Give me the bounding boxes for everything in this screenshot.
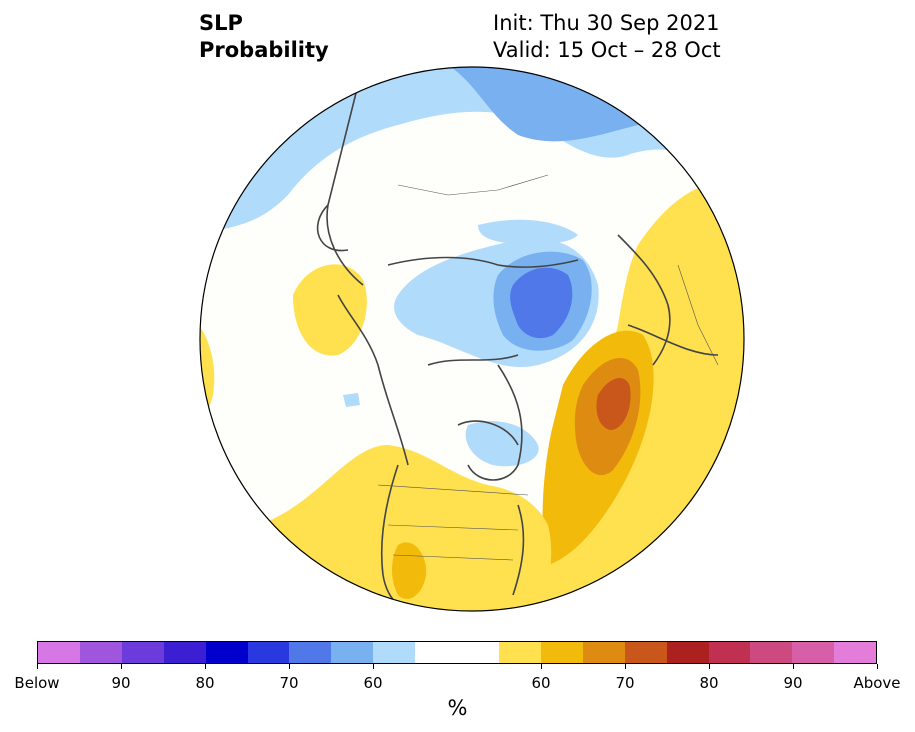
colorbar-tick-label: 60 [363, 674, 383, 692]
colorbar-cell [498, 642, 541, 663]
below-60-strip [478, 219, 578, 245]
coastline-europe [627, 324, 719, 356]
colorbar-tick-label: Below [14, 674, 60, 692]
colorbar-tick-mark [541, 664, 542, 669]
below-70-core [510, 267, 573, 339]
colorbar-tick-label: 90 [111, 674, 131, 692]
border-europe-1 [677, 264, 719, 366]
above-75-atlantic [596, 377, 631, 430]
colorbar-cell [79, 642, 122, 663]
title-variable: SLP [199, 11, 243, 35]
colorbar-cell [666, 642, 709, 663]
colorbar-tick-mark [877, 664, 878, 669]
map-outline [199, 66, 745, 612]
forecast-dates: Init: Thu 30 Sep 2021 Valid: 15 Oct – 28… [493, 10, 721, 64]
coastline-greenland [467, 364, 523, 481]
above-60-pacific [293, 264, 367, 356]
colorbar-tick-mark [625, 664, 626, 669]
colorbar-tick-label: 70 [279, 674, 299, 692]
colorbar-cell [373, 642, 416, 663]
coastline-scandinavia [617, 234, 671, 366]
border-state-1 [387, 524, 519, 531]
coastline-asia-east [326, 84, 364, 286]
colorbar-tick-label: 70 [615, 674, 635, 692]
colorbar-tick-mark [709, 664, 710, 669]
colorbar-cell [163, 642, 206, 663]
colorbar-cell [750, 642, 793, 663]
colorbar-cell [834, 642, 877, 663]
coastline-kamchatka [316, 204, 349, 252]
valid-period: Valid: 15 Oct – 28 Oct [493, 38, 721, 62]
map-svg [199, 66, 745, 612]
colorbar-tick-mark [205, 664, 206, 669]
map-title: SLP Probability [199, 10, 329, 64]
title-metric: Probability [199, 38, 329, 62]
below-60-small [343, 393, 360, 407]
colorbar-unit: % [447, 696, 468, 720]
colorbar-cell [792, 642, 835, 663]
border-state-2 [392, 554, 514, 561]
colorbar-tick-labels: Below 90 80 70 60 60 70 80 90 Above [0, 674, 915, 694]
above-65-texas [392, 542, 427, 599]
colorbar-tick-mark [37, 664, 38, 669]
colorbar-cell [205, 642, 248, 663]
colorbar-cell [624, 642, 667, 663]
border-us-canada [377, 484, 529, 496]
colorbar-cell [457, 642, 499, 663]
border-russia [397, 174, 549, 196]
coastline-us-east [512, 504, 525, 596]
colorbar-cell [247, 642, 290, 663]
colorbar-tick-mark [373, 664, 374, 669]
colorbar-tick-mark [121, 664, 122, 669]
colorbar [37, 641, 877, 664]
colorbar-cell [331, 642, 374, 663]
polar-map [198, 65, 746, 613]
colorbar-cell [582, 642, 625, 663]
coastline-arctic-siberia [387, 256, 579, 268]
colorbar-cell [415, 642, 458, 663]
colorbar-cell [289, 642, 332, 663]
coastline-alaska [337, 294, 409, 466]
colorbar-tick-label: Above [853, 674, 901, 692]
colorbar-tick-label: 80 [699, 674, 719, 692]
coastline-hudson-bay [457, 420, 519, 446]
init-date: Init: Thu 30 Sep 2021 [493, 11, 720, 35]
colorbar-tick-label: 90 [783, 674, 803, 692]
colorbar-cell [540, 642, 583, 663]
colorbar-tick-label: 80 [195, 674, 215, 692]
colorbar-tick-mark [793, 664, 794, 669]
colorbar-cell [38, 642, 80, 663]
colorbar-tick-mark [289, 664, 290, 669]
colorbar-cell [708, 642, 751, 663]
colorbar-tick-label: 60 [531, 674, 551, 692]
colorbar-cell [121, 642, 164, 663]
coastline-arctic-canada [427, 354, 519, 366]
